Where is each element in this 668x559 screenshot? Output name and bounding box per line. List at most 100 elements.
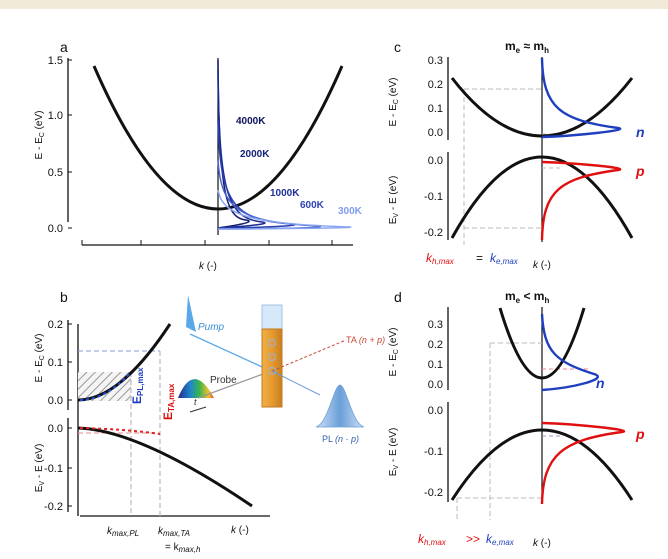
panel-c-p-label: p	[635, 163, 645, 179]
ta-beam	[271, 339, 347, 372]
panel-d-top-ytick: 0.2	[428, 339, 443, 351]
pump-pulse-icon	[186, 295, 196, 332]
panel-d-kh-label: kh,max	[418, 532, 447, 547]
panel-a-ytick: 0.5	[48, 167, 63, 179]
probe-spectrum-icon	[178, 379, 214, 398]
panel-a-xlabel: k (-)	[199, 261, 217, 272]
panel-b-bot-ytick: -0.2	[44, 501, 63, 513]
panel-d-electron-dist	[540, 313, 599, 392]
panel-b-eta-label: ETA,max	[161, 383, 176, 420]
probe-beam	[197, 370, 272, 399]
panel-b-label: b	[60, 289, 68, 305]
panel-d-bot-ytick: -0.2	[424, 487, 443, 499]
cuvette-spot	[268, 339, 276, 347]
panel-c-top-ytick: 0.1	[428, 103, 443, 115]
panel-c-top-ylabel: E - EC (eV)	[388, 78, 400, 127]
panel-d-top-ytick: 0.0	[428, 379, 443, 391]
panel-b-top-yticks	[68, 323, 72, 401]
pl-spectrum-icon	[315, 384, 365, 428]
top-accent-bar	[0, 0, 668, 9]
panel-d-conduction-band	[498, 307, 586, 380]
panel-d-top-ylabel: E - EC (eV)	[388, 328, 400, 377]
panel-c-kh-label: kh,max	[426, 251, 455, 266]
pump-label: Pump	[198, 322, 225, 333]
panel-c-bot-ytick: -0.2	[424, 227, 443, 239]
panel-d-bot-ytick: -0.1	[424, 446, 443, 458]
panel-d: d me < mh E - EC (eV) 0.3 0.2 0.1 0.0 EV…	[388, 289, 645, 549]
panel-a-yticks: 1.5 1.0 0.5 0.0	[48, 55, 72, 235]
panel-c-bot-ytick: 0.0	[428, 155, 443, 167]
panel-c-relation: =	[476, 251, 483, 265]
panel-c-ke-label: ke,max	[490, 251, 519, 266]
panel-d-top-ytick: 0.3	[428, 319, 443, 331]
panel-b-top-ytick: 0.1	[48, 357, 63, 369]
time-label: t	[194, 397, 197, 407]
panel-c-valence-band	[450, 155, 634, 239]
pl-beam	[271, 370, 321, 396]
label-300k: 300K	[338, 206, 363, 217]
panel-a-ylabel: E - EC (eV)	[34, 111, 46, 160]
panel-a: a E - EC (eV) 1.5 1.0 0.5 0.0 k (-) 4000…	[34, 39, 363, 272]
panel-b-bot-yticks	[68, 427, 72, 507]
panel-b-top-ytick: 0.0	[48, 395, 63, 407]
panel-d-bot-ylabel: EV - E (eV)	[388, 428, 400, 477]
panel-c-title: me ≈ mh	[505, 39, 549, 55]
panel-b-bot-ytick: 0.0	[48, 423, 63, 435]
panel-c-bot-ytick: -0.1	[424, 191, 443, 203]
panel-b-top-ylabel: E - EC (eV)	[34, 334, 46, 383]
panel-d-ke-label: ke,max	[486, 532, 515, 547]
panel-a-label: a	[60, 39, 68, 55]
panel-b: b E - EC (eV) 0.2 0.1 0.0 EV - E (eV) 0.…	[34, 289, 385, 554]
panel-c-top-ytick: 0.2	[428, 79, 443, 91]
panel-d-top-ytick: 0.1	[428, 359, 443, 371]
panel-d-xlabel: k (-)	[533, 538, 551, 549]
cuvette-spot	[268, 353, 276, 361]
panel-c-top-ytick: 0.3	[428, 55, 443, 67]
panel-a-ytick: 1.5	[48, 55, 63, 67]
time-arrow	[189, 406, 207, 413]
panel-b-bot-ylabel: EV - E (eV)	[34, 444, 46, 493]
pump-probe-schematic: Pump Probe t TA (n + p) PL (n · p)	[178, 295, 385, 444]
panel-d-n-label: n	[596, 375, 605, 391]
panel-c: c me ≈ mh E - EC (eV) 0.3 0.2 0.1 0.0 EV…	[388, 39, 645, 271]
panel-a-xticks	[81, 240, 333, 245]
panel-c-n-label: n	[636, 124, 645, 140]
panel-b-kh-label: = kmax,h	[165, 542, 201, 554]
label-1000k: 1000K	[270, 188, 300, 199]
panel-c-electron-dist	[540, 57, 622, 139]
panel-d-hole-dist	[540, 421, 626, 505]
panel-d-relation: >>	[466, 532, 480, 546]
panel-d-p-label: p	[635, 426, 645, 442]
panel-c-label: c	[394, 39, 401, 55]
panel-b-epl-label: EPL,max	[130, 367, 145, 404]
probe-label: Probe	[210, 375, 237, 386]
panel-c-xlabel: k (-)	[533, 260, 551, 271]
dist-2000k	[217, 69, 266, 229]
panel-b-xlabel: k (-)	[231, 525, 249, 536]
label-600k: 600K	[300, 200, 325, 211]
panel-d-bot-ytick: 0.0	[428, 405, 443, 417]
panel-d-label: d	[394, 289, 402, 305]
panel-b-valence-band	[77, 426, 253, 508]
panel-b-electron-dist	[79, 371, 132, 401]
panel-d-valence-band	[450, 428, 634, 501]
pump-beam	[189, 333, 272, 372]
panel-c-top-ytick: 0.0	[428, 127, 443, 139]
panel-b-hatched-region	[78, 372, 131, 401]
panel-b-hole-dist	[79, 427, 161, 435]
label-4000k: 4000K	[236, 116, 266, 127]
cuvette-top	[261, 304, 283, 330]
dist-300k	[217, 189, 352, 230]
label-2000k: 2000K	[240, 149, 270, 160]
panel-a-ytick: 1.0	[48, 110, 63, 122]
panel-b-kpl-label: kmax,PL	[107, 526, 139, 538]
ta-label: TA (n + p)	[346, 335, 385, 345]
cuvette-spot	[268, 367, 276, 375]
dist-1000k	[217, 119, 296, 229]
panel-d-title: me < mh	[505, 289, 549, 305]
panel-b-bot-ytick: -0.1	[44, 463, 63, 475]
panel-b-kta-label: kmax,TA	[158, 526, 190, 538]
panel-c-hole-dist	[540, 160, 622, 241]
panel-c-bot-ylabel: EV - E (eV)	[388, 176, 400, 225]
